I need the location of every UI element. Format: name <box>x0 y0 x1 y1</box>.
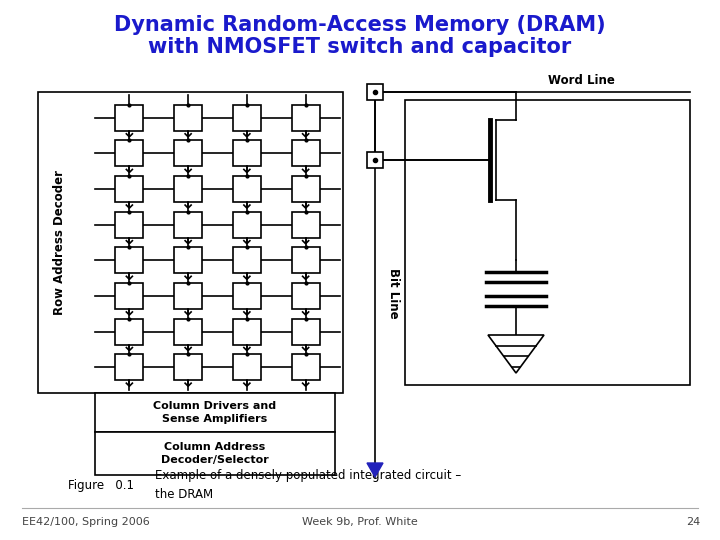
Bar <box>292 105 320 131</box>
Bar <box>38 92 343 393</box>
Text: Column Drivers and
Sense Amplifiers: Column Drivers and Sense Amplifiers <box>153 401 276 424</box>
Bar <box>292 283 320 309</box>
Bar <box>292 212 320 238</box>
Bar <box>174 319 202 345</box>
Polygon shape <box>367 463 383 477</box>
Bar <box>174 176 202 202</box>
Text: Column Address
Decoder/Selector: Column Address Decoder/Selector <box>161 442 269 465</box>
Bar <box>95 393 335 432</box>
Bar <box>233 105 261 131</box>
Bar <box>367 152 383 168</box>
Bar <box>233 319 261 345</box>
Text: Example of a densely populated integrated circuit –
the DRAM: Example of a densely populated integrate… <box>155 469 462 501</box>
Text: Week 9b, Prof. White: Week 9b, Prof. White <box>302 517 418 527</box>
Text: 24: 24 <box>685 517 700 527</box>
Bar <box>292 354 320 380</box>
Bar <box>115 283 143 309</box>
Bar <box>233 354 261 380</box>
Bar <box>174 247 202 273</box>
Bar <box>174 140 202 166</box>
Text: with NMOSFET switch and capacitor: with NMOSFET switch and capacitor <box>148 37 572 57</box>
Bar <box>95 432 335 475</box>
Bar <box>292 319 320 345</box>
Bar <box>115 212 143 238</box>
Bar <box>233 140 261 166</box>
Bar <box>292 176 320 202</box>
Bar <box>233 247 261 273</box>
Text: Bit Line: Bit Line <box>387 268 400 319</box>
Text: Word Line: Word Line <box>548 73 615 86</box>
Polygon shape <box>488 335 544 373</box>
Bar <box>115 176 143 202</box>
Bar <box>174 283 202 309</box>
Text: Figure   0.1: Figure 0.1 <box>68 478 134 491</box>
Bar <box>292 140 320 166</box>
Bar <box>405 100 690 385</box>
Bar <box>174 105 202 131</box>
Bar <box>115 354 143 380</box>
Bar <box>115 105 143 131</box>
Bar <box>292 247 320 273</box>
Bar <box>233 212 261 238</box>
Bar <box>367 84 383 100</box>
Text: EE42/100, Spring 2006: EE42/100, Spring 2006 <box>22 517 150 527</box>
Bar <box>174 212 202 238</box>
Bar <box>115 247 143 273</box>
Bar <box>174 354 202 380</box>
Bar <box>233 176 261 202</box>
Bar <box>115 319 143 345</box>
Bar <box>233 283 261 309</box>
Bar <box>115 140 143 166</box>
Text: Dynamic Random-Access Memory (DRAM): Dynamic Random-Access Memory (DRAM) <box>114 15 606 35</box>
Text: Row Address Decoder: Row Address Decoder <box>53 170 66 315</box>
